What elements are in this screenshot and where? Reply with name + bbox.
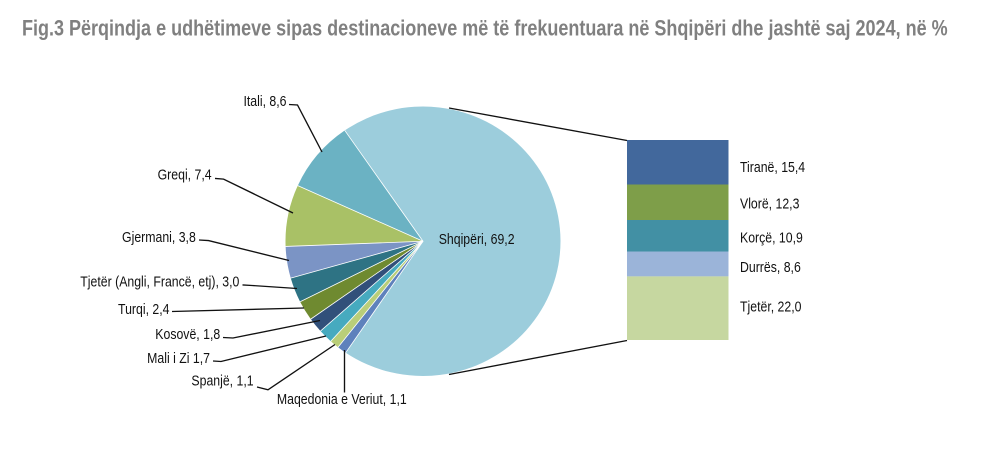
svg-text:Tjetër (Angli, Francë, etj), 3: Tjetër (Angli, Francë, etj), 3,0 <box>80 273 239 289</box>
svg-text:Shqipëri, 69,2: Shqipëri, 69,2 <box>439 231 515 247</box>
svg-text:Fig.3 Përqindja e udhëtimeve s: Fig.3 Përqindja e udhëtimeve sipas desti… <box>22 17 948 41</box>
svg-text:Spanjë, 1,1: Spanjë, 1,1 <box>191 372 253 388</box>
svg-text:Tiranë, 15,4: Tiranë, 15,4 <box>740 159 805 175</box>
svg-text:Korçë, 10,9: Korçë, 10,9 <box>740 230 803 246</box>
svg-text:Tjetër, 22,0: Tjetër, 22,0 <box>740 298 802 314</box>
svg-text:Vlorë, 12,3: Vlorë, 12,3 <box>740 195 800 211</box>
svg-text:Durrës, 8,6: Durrës, 8,6 <box>740 259 801 275</box>
svg-text:Gjermani, 3,8: Gjermani, 3,8 <box>122 229 196 245</box>
svg-text:Maqedonia e Veriut, 1,1: Maqedonia e Veriut, 1,1 <box>277 391 407 407</box>
svg-text:Greqi, 7,4: Greqi, 7,4 <box>158 166 212 182</box>
svg-text:Itali, 8,6: Itali, 8,6 <box>243 93 286 109</box>
svg-text:Turqi, 2,4: Turqi, 2,4 <box>118 301 170 317</box>
svg-text:Mali i Zi 1,7: Mali i Zi 1,7 <box>147 350 210 366</box>
svg-text:Kosovë, 1,8: Kosovë, 1,8 <box>155 326 220 342</box>
